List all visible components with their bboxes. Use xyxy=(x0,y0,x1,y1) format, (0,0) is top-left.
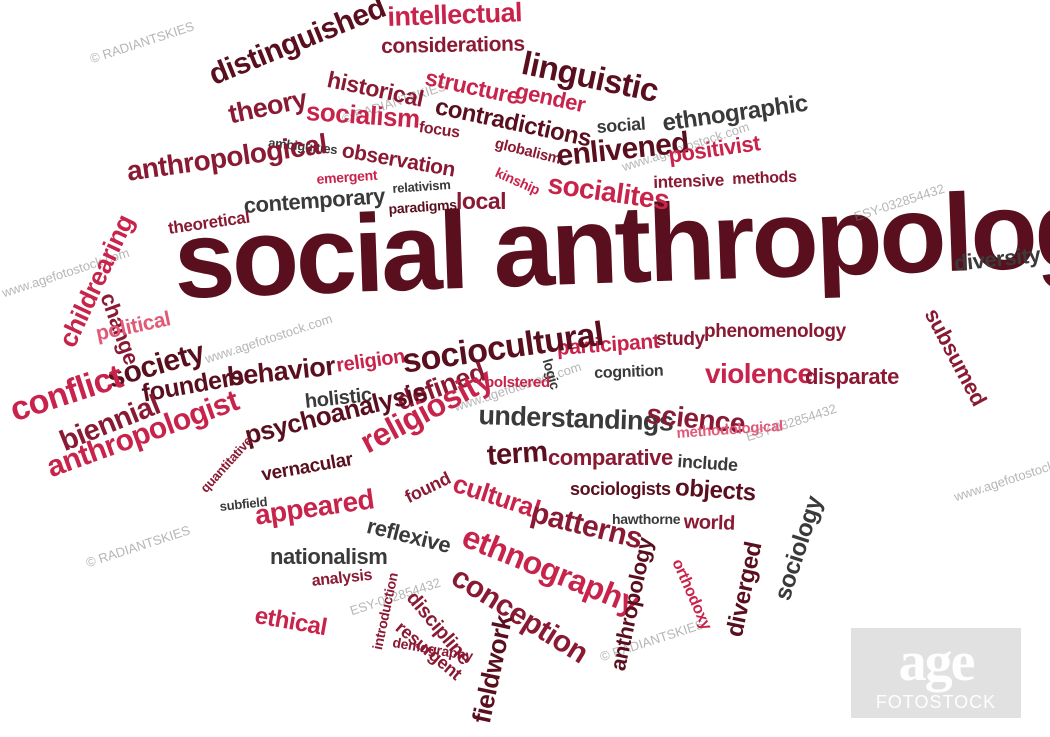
cloud-word-analysis: analysis xyxy=(310,566,373,590)
cloud-word-appeared: appeared xyxy=(252,483,376,531)
watermark-radiantskies: © RADIANTSKIES xyxy=(84,522,192,571)
cloud-word-hawthorne: hawthorne xyxy=(612,511,681,527)
logo-main-text: age xyxy=(898,631,976,693)
cloud-word-sociologists: sociologists xyxy=(570,479,671,499)
cloud-word-cognition: cognition xyxy=(593,362,664,382)
cloud-word-cultural: cultural xyxy=(449,468,544,525)
cloud-word-socialism: socialism xyxy=(305,96,421,134)
cloud-word-quantitative: quantitative xyxy=(197,433,256,496)
cloud-word-relativism: relativism xyxy=(391,176,451,196)
cloud-word-theory: theory xyxy=(225,83,310,130)
cloud-word-intensive: intensive xyxy=(652,170,725,192)
watermark-agefotostock: www.agefotostock.com xyxy=(952,448,1050,505)
cloud-word-ethical: ethical xyxy=(252,602,329,642)
cloud-word-term: term xyxy=(485,435,549,472)
cloud-word-intellectual: intellectual xyxy=(386,0,523,32)
cloud-word-nationalism: nationalism xyxy=(270,544,388,569)
cloud-word-sociology: sociology xyxy=(769,492,829,604)
watermark-radiantskies: © RADIANTSKIES xyxy=(88,18,196,67)
cloud-word-violence: violence xyxy=(705,358,813,389)
cloud-word-understandings: understandings xyxy=(478,400,674,437)
cloud-word-considerations: considerations xyxy=(380,32,525,58)
agefotostock-logo: age FOTOSTOCK xyxy=(851,628,1021,718)
cloud-word-fieldwork: fieldwork xyxy=(466,612,519,726)
cloud-word-include: include xyxy=(676,451,739,476)
cloud-word-vernacular: vernacular xyxy=(259,448,355,486)
logo-sub-text: FOTOSTOCK xyxy=(875,692,997,712)
cloud-word-bolstered: bolstered xyxy=(485,374,550,391)
cloud-word-local: local xyxy=(456,188,507,214)
cloud-word-phenomenology: phenomenology xyxy=(704,321,846,342)
cloud-word-diverged: diverged xyxy=(721,539,768,640)
cloud-word-disparate: disparate xyxy=(805,364,899,389)
cloud-word-subsumed: subsumed xyxy=(919,304,992,410)
cloud-word-methods: methods xyxy=(731,168,797,188)
cloud-word-world: world xyxy=(683,511,736,535)
cloud-word-comparative: comparative xyxy=(548,445,673,470)
cloud-word-religion: religion xyxy=(334,345,407,377)
cloud-word-objects: objects xyxy=(674,474,757,507)
cloud-word-focus: focus xyxy=(417,119,461,142)
cloud-word-anthropological: anthropological xyxy=(124,127,329,187)
cloud-word-study: study xyxy=(656,329,705,350)
cloud-word-found: found xyxy=(401,467,454,508)
